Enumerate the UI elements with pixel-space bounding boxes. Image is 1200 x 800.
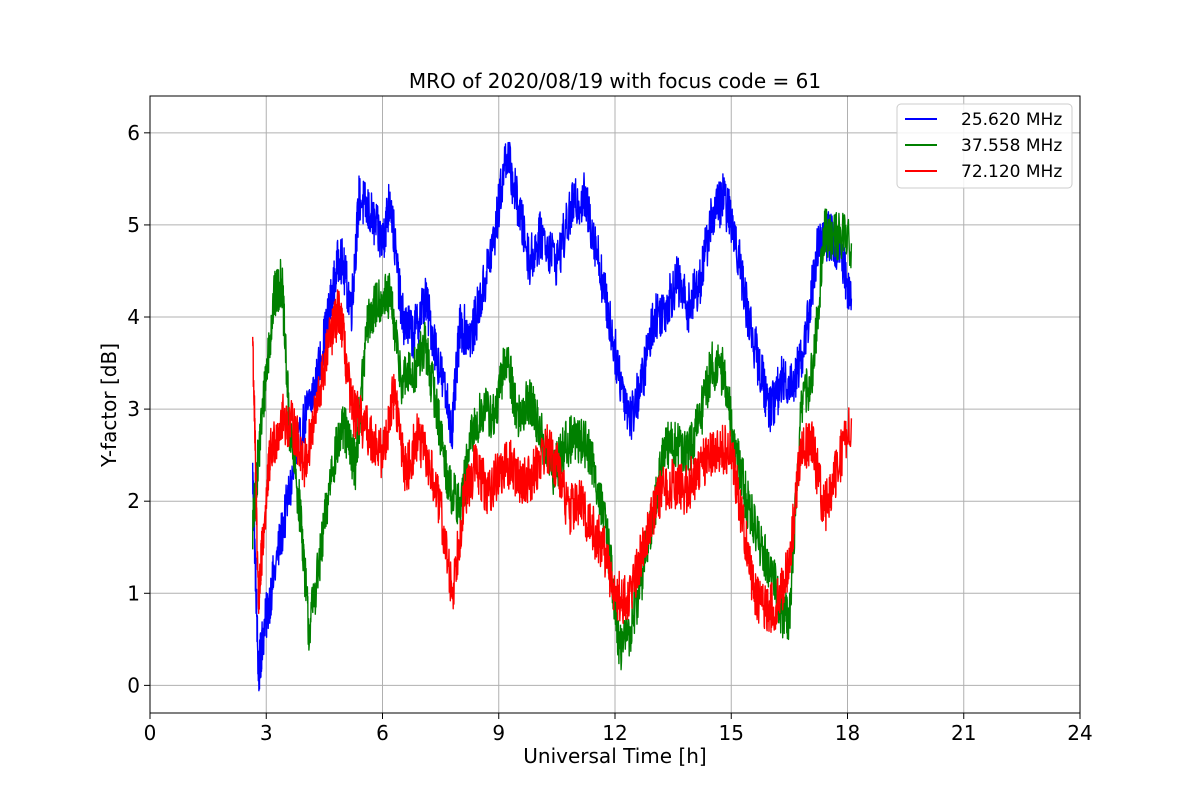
y-tick-label: 4	[127, 305, 140, 329]
series-line-1	[252, 208, 853, 671]
series-layer	[252, 141, 853, 692]
x-tick-label: 24	[1067, 721, 1092, 745]
y-axis-label: Y-factor [dB]	[97, 343, 121, 468]
x-tick-label: 15	[719, 721, 744, 745]
x-tick-label: 18	[835, 721, 860, 745]
legend-label: 25.620 MHz	[961, 110, 1062, 130]
x-tick-label: 3	[260, 721, 273, 745]
x-axis-label: Universal Time [h]	[523, 744, 706, 768]
y-tick-label: 0	[127, 673, 140, 697]
series-line-0	[252, 141, 853, 692]
legend: 25.620 MHz 37.558 MHz 72.120 MHz	[896, 103, 1073, 189]
series-line-2	[252, 289, 853, 633]
y-tick-label: 3	[127, 397, 140, 421]
y-tick-label: 6	[127, 121, 140, 145]
x-tick-label: 9	[492, 721, 505, 745]
y-tick-label: 5	[127, 213, 140, 237]
x-tick-label: 6	[376, 721, 389, 745]
x-tick-label: 0	[144, 721, 157, 745]
x-tick-label: 21	[951, 721, 976, 745]
x-tick-label: 12	[602, 721, 627, 745]
legend-label: 72.120 MHz	[961, 162, 1062, 182]
y-tick-label: 2	[127, 489, 140, 513]
chart-title: MRO of 2020/08/19 with focus code = 61	[409, 69, 821, 93]
y-tick-label: 1	[127, 581, 140, 605]
legend-label: 37.558 MHz	[961, 136, 1062, 156]
legend-box	[896, 103, 1073, 189]
